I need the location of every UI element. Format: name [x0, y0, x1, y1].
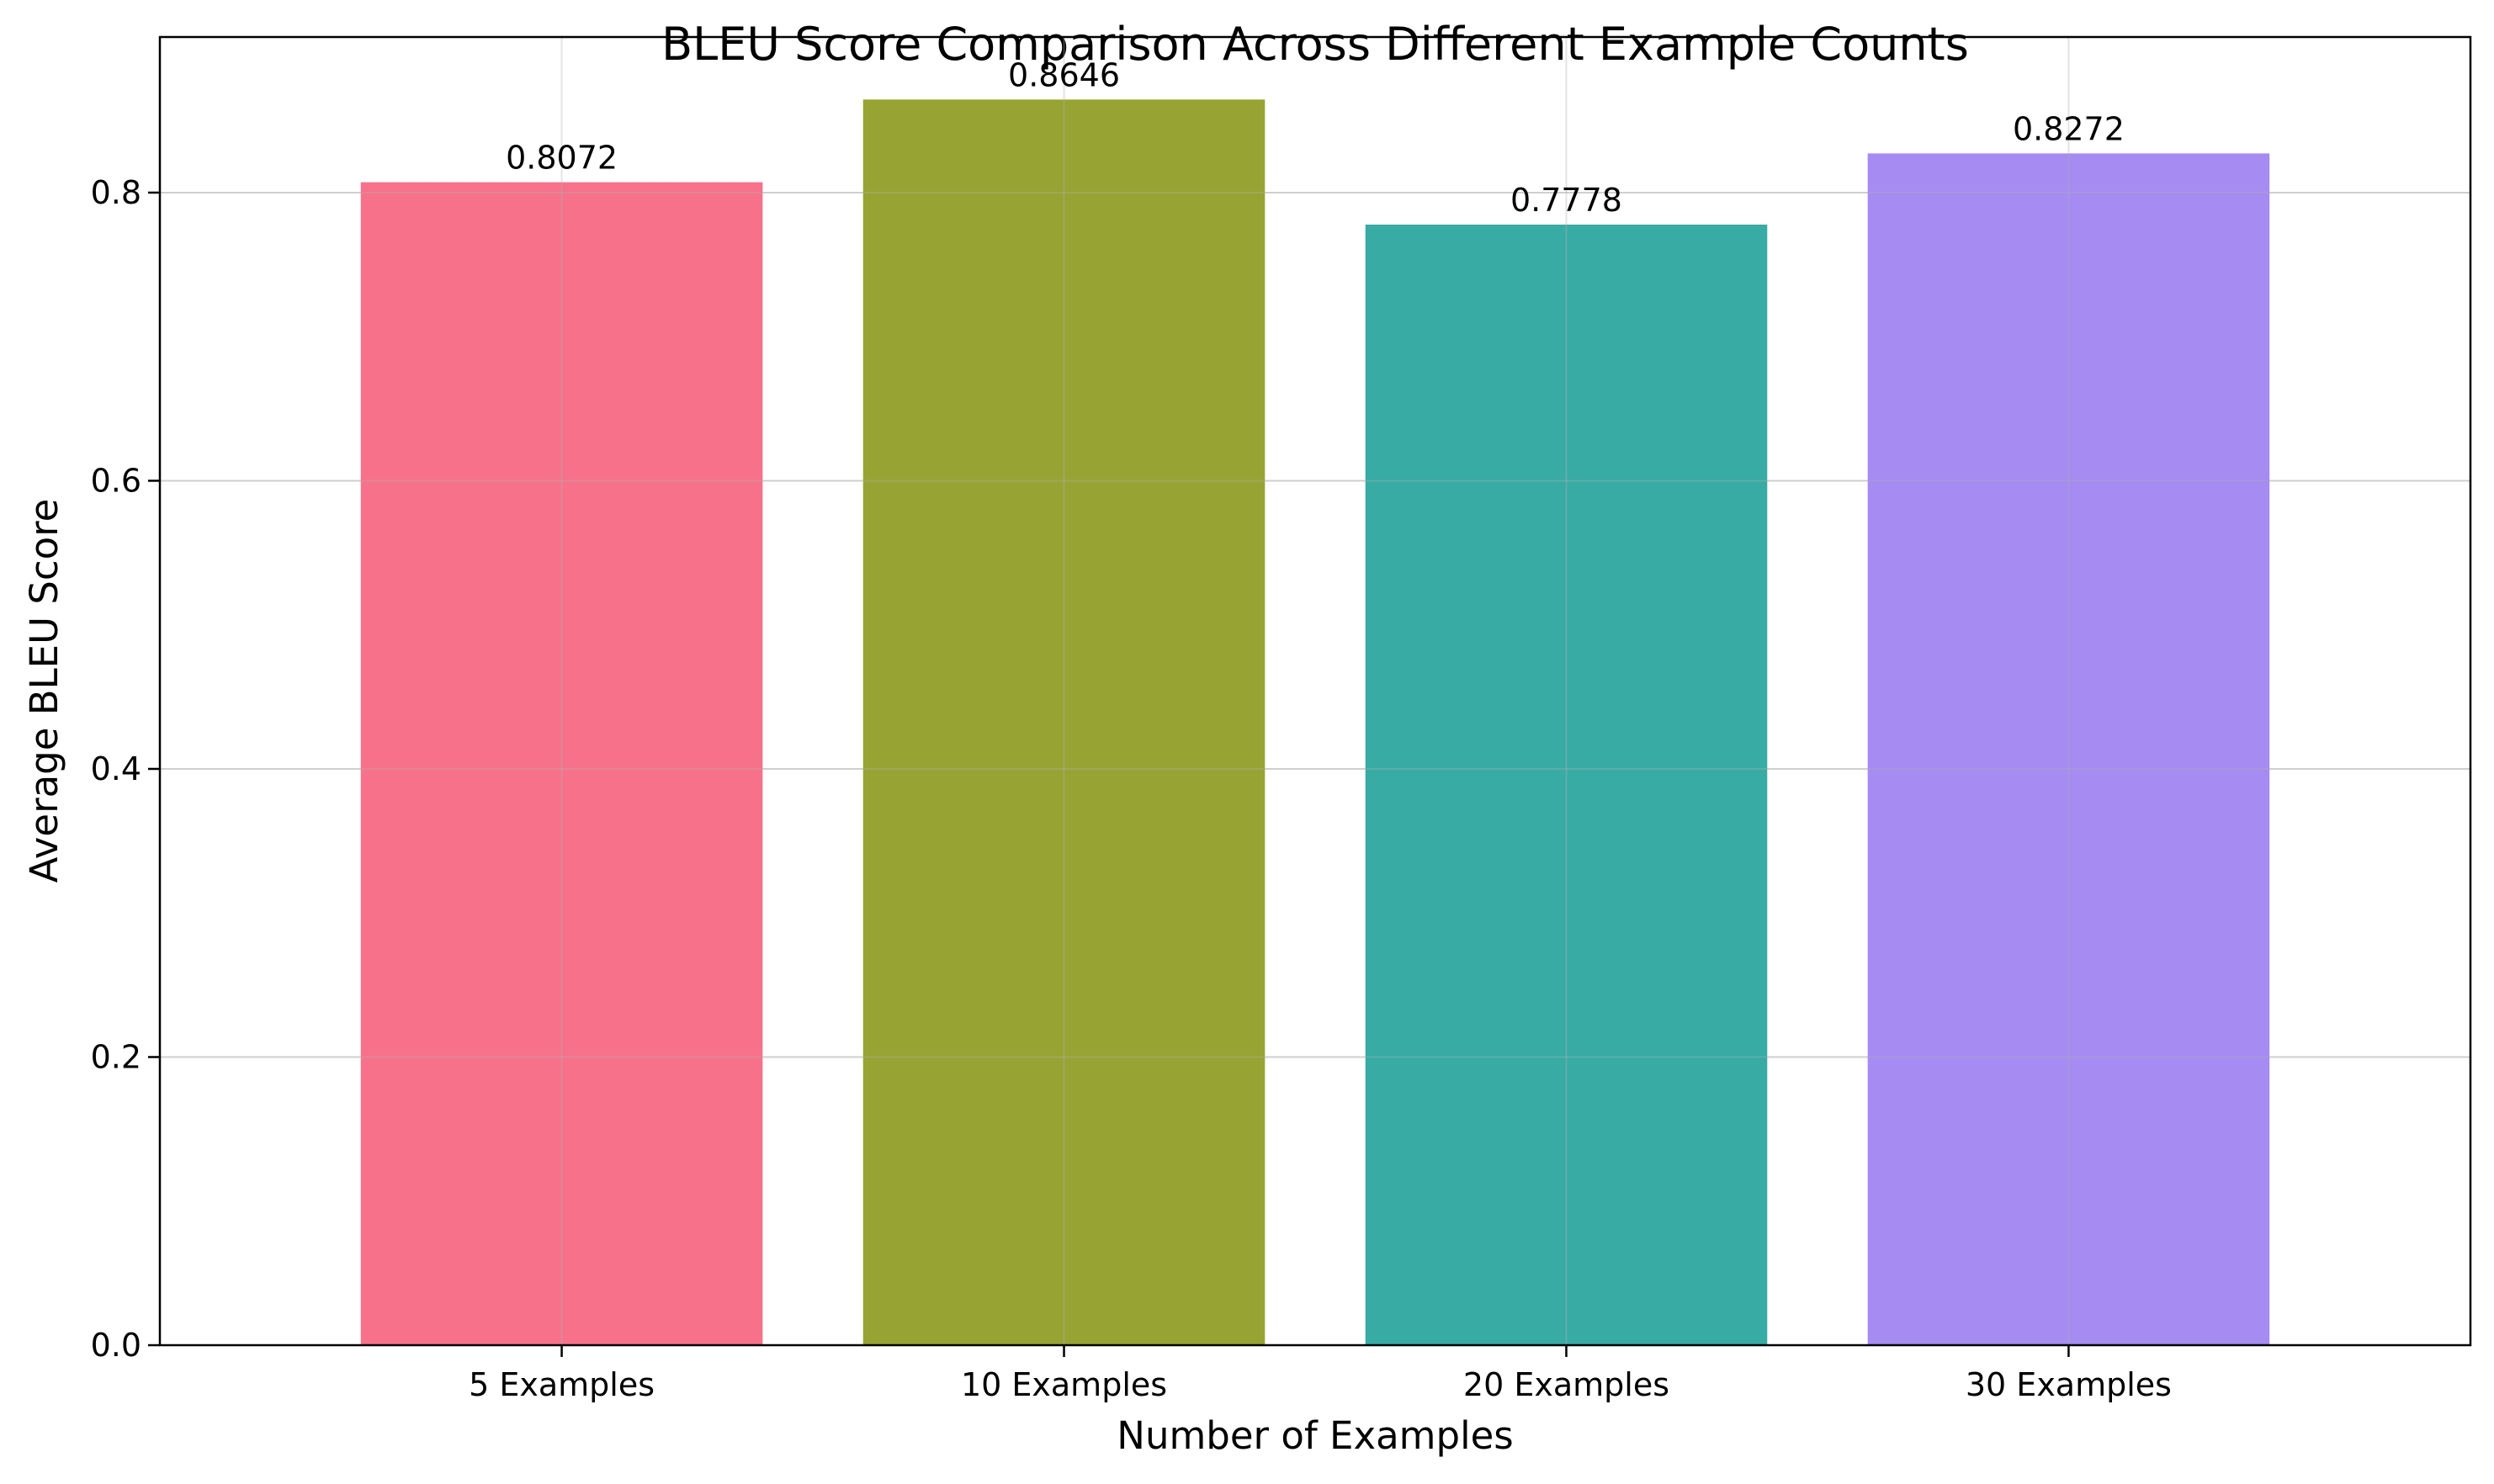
bar-value-label: 0.8072 [506, 140, 618, 177]
y-axis-ticks: 0.0 0.2 0.4 0.6 0.8 [91, 174, 160, 1364]
bar [360, 182, 763, 1346]
bar-value-label: 0.8646 [1008, 56, 1120, 93]
plot-frame [158, 35, 2472, 1347]
chart-title: BLEU Score Comparison Across Different E… [661, 18, 1969, 71]
bar [1365, 224, 1768, 1346]
y-tick-label: 0.4 [91, 750, 141, 787]
x-tick-label: 30 Examples [1966, 1366, 2172, 1403]
bar-value-label: 0.7778 [1510, 182, 1622, 219]
y-tick-label: 0.6 [91, 462, 141, 499]
x-axis-label: Number of Examples [1117, 1413, 1513, 1458]
value-labels: 0.8072 0.8646 0.7778 0.8272 [506, 56, 2125, 219]
x-axis-ticks: 5 Examples 10 Examples 20 Examples 30 Examp… [469, 1345, 2172, 1403]
bar-value-label: 0.8272 [2013, 110, 2125, 147]
x-tick-label: 10 Examples [961, 1366, 1167, 1403]
y-axis-label: Average BLEU Score [22, 499, 66, 883]
bar [1867, 153, 2270, 1345]
bars [360, 99, 2270, 1346]
x-tick-label: 20 Examples [1463, 1366, 1669, 1403]
y-tick-label: 0.0 [91, 1327, 141, 1364]
x-tick-label: 5 Examples [469, 1366, 655, 1403]
y-tick-label: 0.2 [91, 1038, 141, 1075]
bar [862, 99, 1266, 1345]
y-tick-label: 0.8 [91, 174, 141, 211]
